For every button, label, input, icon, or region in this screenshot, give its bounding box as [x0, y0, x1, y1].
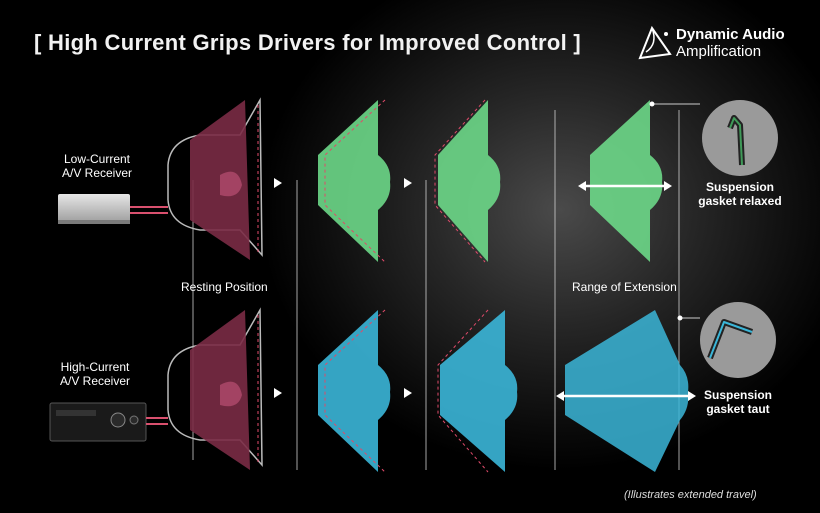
- suspension-relaxed-label: Suspension gasket relaxed: [698, 180, 782, 208]
- brand-logo: Dynamic Audio Amplification: [636, 24, 806, 68]
- logo-line-2: Amplification: [676, 43, 762, 60]
- suspension-taut-label: Suspension gasket taut: [703, 388, 772, 416]
- range-of-extension-label: Range of Extension: [572, 280, 677, 294]
- resting-driver-bottom: [167, 307, 263, 470]
- footnote: (Illustrates extended travel): [624, 489, 757, 501]
- gasket-relaxed-callout: [702, 100, 778, 176]
- low-current-driver-range: [578, 100, 672, 262]
- high-current-receiver-label: High-Current A/V Receiver: [59, 360, 131, 388]
- flow-arrows: [274, 178, 412, 398]
- leader-lines: [652, 103, 700, 319]
- high-current-driver-range: [556, 310, 696, 472]
- page-title: [ High Current Grips Drivers for Improve…: [34, 30, 582, 55]
- high-current-receiver: [49, 402, 168, 442]
- low-current-driver-1: [318, 99, 391, 263]
- low-current-driver-2: [434, 99, 501, 263]
- low-current-receiver-label: Low-Current A/V Receiver: [61, 152, 133, 180]
- resting-driver-top: [167, 97, 263, 260]
- high-current-driver-1: [318, 309, 391, 473]
- logo-line-1: Dynamic Audio: [676, 26, 785, 43]
- gasket-taut-callout: [700, 302, 776, 378]
- resting-position-label: Resting Position: [181, 280, 268, 294]
- low-current-receiver: [58, 194, 168, 224]
- logo-icon: [638, 25, 672, 60]
- high-current-driver-2: [437, 309, 518, 473]
